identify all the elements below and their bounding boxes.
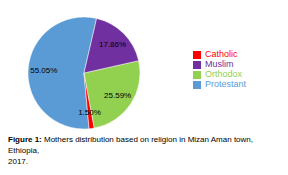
html-text:Figure 1: Mothers distribution: Figure 1: Mothers distribution based on … xyxy=(8,135,256,166)
html-text:Catholic: Catholic xyxy=(205,49,238,59)
html-text:Orthodox: Orthodox xyxy=(205,69,242,79)
svg-text:1.50%: 1.50% xyxy=(78,108,101,117)
html-text:Muslim: Muslim xyxy=(205,59,234,69)
svg-text:55.05%: 55.05% xyxy=(30,66,57,75)
svg-text:25.59%: 25.59% xyxy=(104,91,131,100)
svg-text:17.86%: 17.86% xyxy=(99,40,126,49)
html-text:Protestant: Protestant xyxy=(205,79,246,89)
